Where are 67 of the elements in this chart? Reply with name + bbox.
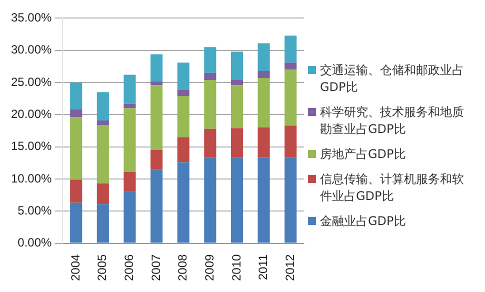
bar: [124, 104, 136, 108]
bar: [70, 117, 82, 180]
bar: [150, 54, 163, 82]
bar: [150, 150, 163, 170]
bar: [204, 72, 216, 80]
bar: [96, 183, 109, 204]
bar: [96, 120, 109, 125]
bar: [230, 52, 244, 80]
bar: [204, 80, 216, 129]
bar: [204, 47, 216, 73]
legend-label: 信息传输、计算机服务和软件业占GDP比: [320, 171, 465, 205]
bar: [230, 85, 244, 128]
bar: [258, 43, 270, 71]
y-tick-label: 10.00%: [10, 171, 52, 186]
bar: [177, 137, 190, 162]
y-tick-label: 30.00%: [10, 42, 52, 57]
x-tick-label: 2010: [229, 254, 244, 282]
y-tick-label: 5.00%: [18, 203, 52, 218]
bar: [284, 70, 297, 126]
y-tick-label: 35.00%: [10, 10, 52, 25]
y-tick-label: 25.00%: [10, 74, 52, 89]
bar: [70, 110, 82, 118]
bar: [230, 80, 244, 86]
bar: [124, 108, 136, 172]
bar: [258, 157, 270, 243]
bar: [258, 70, 270, 78]
x-tick-label: 2007: [148, 254, 163, 282]
bar: [150, 81, 163, 86]
bar: [70, 202, 82, 243]
y-tick-label: 15.00%: [10, 139, 52, 154]
bar: [124, 74, 136, 104]
x-tick-label: 2006: [122, 254, 136, 282]
bar: [177, 90, 190, 96]
bar: [204, 157, 216, 243]
legend-label: 房地产占GDP比: [320, 146, 406, 163]
bar: [150, 169, 163, 243]
bar: [284, 62, 297, 70]
bar: [96, 124, 109, 184]
bar: [177, 96, 190, 138]
x-tick-label: 2009: [202, 254, 216, 282]
bar: [96, 204, 109, 243]
bar: [70, 180, 82, 203]
bar: [230, 157, 244, 243]
legend-label: 交通运输、仓储和邮政业占GDP比: [320, 62, 465, 96]
bar: [284, 158, 297, 243]
bar: [230, 128, 244, 158]
bar: [177, 62, 190, 90]
x-tick-label: 2011: [256, 254, 270, 280]
y-tick-label: 0.00%: [18, 236, 52, 250]
bar: [204, 128, 216, 158]
bar: [124, 172, 136, 192]
bar: [177, 162, 190, 243]
x-tick-label: 2004: [68, 254, 82, 282]
bar: [124, 192, 136, 243]
bar: [96, 92, 109, 120]
bar: [258, 78, 270, 128]
legend-label: 金融业占GDP比: [320, 213, 406, 230]
y-tick-label: 20.00%: [10, 106, 52, 121]
bar: [150, 85, 163, 150]
x-tick-label: 2005: [95, 254, 110, 282]
x-tick-label: 2008: [176, 254, 190, 282]
legend-label: 科学研究、技术服务和地质勘查业占GDP比: [320, 104, 465, 138]
bar: [284, 126, 297, 158]
bar: [284, 36, 297, 63]
bar: [258, 128, 270, 158]
x-tick-label: 2012: [282, 254, 297, 282]
bar: [70, 82, 82, 110]
